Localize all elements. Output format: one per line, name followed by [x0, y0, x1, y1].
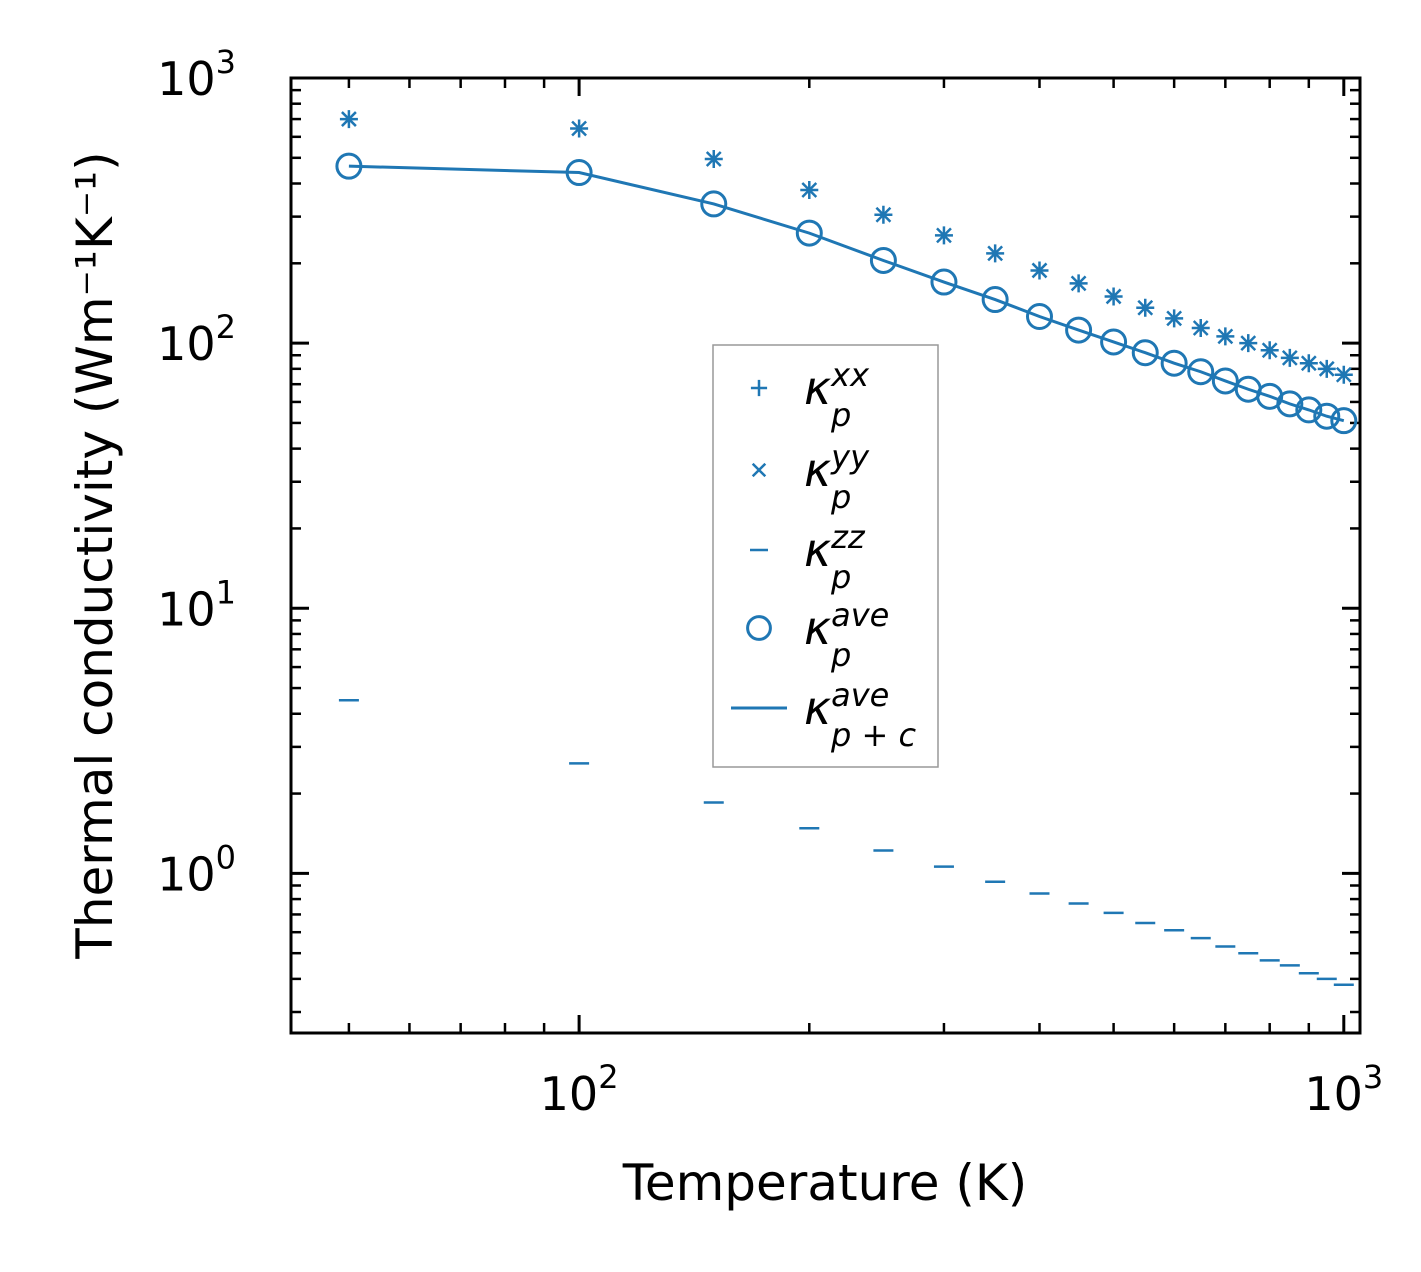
- point-kappa_p_ave: [700, 190, 728, 218]
- legend-label-kappa_p_ave: κave p: [804, 596, 889, 674]
- plot-frame: [289, 76, 1362, 1035]
- point-kappa_p_ave: [930, 268, 958, 296]
- legend-subscript: p: [830, 636, 851, 674]
- point-kappa_p_yy: [801, 182, 818, 198]
- legend-subscript: p: [830, 558, 851, 596]
- legend-subscript: p + c: [830, 716, 916, 754]
- point-kappa_p_ave: [1160, 349, 1188, 377]
- legend-handle-kappa_p_ave: [746, 615, 772, 641]
- point-kappa_p_yy: [705, 151, 722, 167]
- point-kappa_p_yy: [1031, 262, 1048, 279]
- point-kappa_p_ave: [1100, 328, 1128, 356]
- x-axis-title: Temperature (K): [622, 1154, 1027, 1212]
- legend-symbol: κ: [804, 523, 831, 577]
- point-kappa_p_yy: [1240, 335, 1257, 352]
- legend-symbol: κ: [804, 361, 831, 415]
- y-tick-label: 102: [157, 308, 236, 371]
- y-tick-base: 10: [157, 582, 216, 636]
- point-kappa_p_ave: [335, 152, 363, 180]
- point-kappa_p_yy: [1261, 342, 1278, 359]
- x-tick-exponent: 3: [1363, 1058, 1383, 1096]
- point-kappa_p_ave: [1211, 367, 1239, 395]
- x-tick-label: 102: [540, 1058, 619, 1121]
- point-kappa_p_yy: [1300, 355, 1317, 372]
- x-tick-base: 10: [1304, 1067, 1363, 1121]
- point-kappa_p_yy: [1335, 366, 1352, 383]
- point-kappa_p_yy: [936, 227, 952, 244]
- point-kappa_p_ave: [1131, 339, 1159, 367]
- x-tick-base: 10: [540, 1067, 599, 1121]
- legend-label-kappa_p_zz: κzz p: [804, 518, 866, 596]
- y-tick-base: 10: [157, 317, 216, 371]
- legend-subscript: p: [830, 396, 851, 434]
- y-tick-base: 10: [157, 52, 216, 106]
- y-tick-base: 10: [157, 847, 216, 901]
- data-layer: [335, 110, 1358, 987]
- y-tick-exponent: 2: [216, 308, 236, 346]
- legend-subscript: p: [830, 478, 851, 516]
- y-tick-label: 101: [157, 573, 236, 636]
- point-kappa_p_ave: [1330, 407, 1358, 435]
- point-kappa_p_yy: [1192, 320, 1209, 336]
- point-kappa_p_ave: [1276, 390, 1304, 418]
- y-tick-label: 103: [157, 43, 236, 106]
- y-tick-label: 100: [157, 838, 236, 901]
- point-kappa_p_ave: [869, 246, 897, 274]
- point-kappa_p_ave: [1025, 303, 1053, 331]
- legend-superscript: yy: [830, 438, 870, 476]
- point-kappa_p_ave: [565, 159, 593, 187]
- point-kappa_p_yy: [1318, 360, 1335, 377]
- x-tick-exponent: 2: [598, 1058, 618, 1096]
- legend-symbol: κ: [804, 601, 831, 655]
- point-kappa_p_ave: [1187, 358, 1215, 386]
- legend-handle-kappa_p_yy: [751, 462, 767, 478]
- point-kappa_p_yy: [1281, 349, 1298, 366]
- point-kappa_p_yy: [1217, 328, 1234, 345]
- legend-label-kappa_p_yy: κyy p: [804, 438, 870, 516]
- point-kappa_p_yy: [1137, 299, 1154, 316]
- legend-superscript: zz: [830, 518, 866, 556]
- y-tick-exponent: 1: [216, 573, 236, 611]
- legend-handle-kappa_p_xx: [750, 379, 768, 397]
- minor-ticks: [291, 78, 1360, 1033]
- legend-superscript: xx: [830, 356, 870, 394]
- point-kappa_p_yy: [1105, 288, 1122, 305]
- point-kappa_p_yy: [1166, 310, 1183, 327]
- legend-superscript: ave: [831, 676, 889, 714]
- legend-superscript: ave: [831, 596, 889, 634]
- point-kappa_p_yy: [571, 120, 587, 137]
- legend-frame: [712, 344, 939, 768]
- point-kappa_p_ave: [1065, 316, 1093, 344]
- point-kappa_p_yy: [341, 111, 357, 127]
- point-kappa_p_yy: [987, 245, 1004, 262]
- legend-label-kappa_pc_ave: κave p + c: [804, 676, 916, 754]
- legend-symbol: κ: [804, 681, 831, 735]
- point-kappa_p_yy: [1070, 275, 1087, 292]
- y-tick-exponent: 0: [216, 838, 236, 876]
- point-kappa_p_ave: [1313, 402, 1341, 430]
- y-tick-exponent: 3: [216, 43, 236, 81]
- y-axis-title: Thermal conductivity (Wm⁻¹K⁻¹): [66, 151, 124, 959]
- point-kappa_p_yy: [875, 206, 892, 223]
- point-kappa_p_ave: [795, 219, 823, 247]
- point-kappa_p_ave: [1295, 396, 1323, 424]
- legend-label-kappa_p_xx: κxx p: [804, 356, 870, 434]
- legend-symbol: κ: [804, 443, 831, 497]
- x-tick-label: 103: [1304, 1058, 1383, 1121]
- point-kappa_p_ave: [981, 286, 1009, 314]
